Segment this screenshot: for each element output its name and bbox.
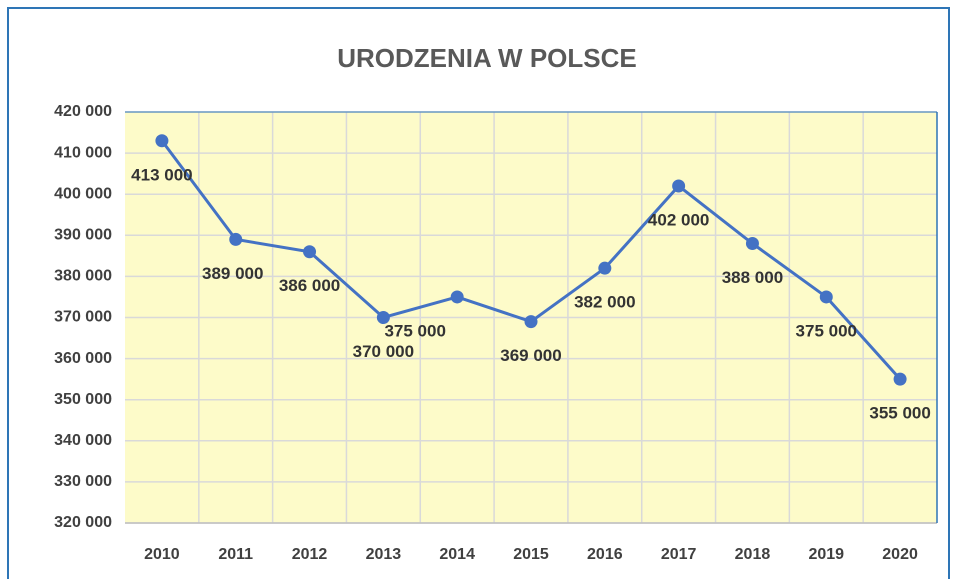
y-tick-label: 410 000 <box>54 144 112 161</box>
point <box>303 245 317 259</box>
x-tick-label: 2012 <box>292 546 328 563</box>
data-label: 370 000 <box>353 342 414 361</box>
y-tick-label: 340 000 <box>54 432 112 449</box>
x-tick-label: 2010 <box>144 546 180 563</box>
data-label: 389 000 <box>202 264 263 283</box>
x-tick-label: 2019 <box>808 546 844 563</box>
point <box>524 315 538 329</box>
data-label: 355 000 <box>869 404 930 423</box>
y-tick-label: 350 000 <box>54 391 112 408</box>
y-tick-label: 370 000 <box>54 309 112 326</box>
point <box>450 290 464 304</box>
x-tick-label: 2011 <box>218 546 253 563</box>
data-label: 386 000 <box>279 276 340 295</box>
x-tick-label: 2018 <box>735 546 771 563</box>
point <box>229 232 243 246</box>
x-tick-label: 2017 <box>661 546 697 563</box>
point <box>819 290 833 304</box>
y-tick-label: 380 000 <box>54 268 112 285</box>
x-tick-label: 2013 <box>366 546 402 563</box>
x-tick-label: 2016 <box>587 546 623 563</box>
point <box>672 179 686 193</box>
data-label: 375 000 <box>384 321 445 340</box>
data-label: 388 000 <box>722 268 783 287</box>
y-tick-label: 330 000 <box>54 473 112 490</box>
y-tick-label: 360 000 <box>54 350 112 367</box>
point <box>155 134 169 148</box>
point <box>893 372 907 386</box>
data-label: 402 000 <box>648 210 709 229</box>
y-tick-label: 420 000 <box>54 103 112 120</box>
data-label: 375 000 <box>796 321 857 340</box>
data-label: 413 000 <box>131 165 192 184</box>
point <box>745 237 759 251</box>
x-tick-label: 2015 <box>513 546 549 563</box>
x-tick-label: 2020 <box>882 546 918 563</box>
x-tick-label: 2014 <box>439 546 475 563</box>
data-label: 369 000 <box>500 346 561 365</box>
y-tick-label: 320 000 <box>54 514 112 531</box>
point <box>376 311 390 324</box>
y-tick-label: 390 000 <box>54 227 112 244</box>
point <box>598 261 612 275</box>
chart-title: URODZENIA W POLSCE <box>337 43 636 73</box>
y-tick-label: 400 000 <box>54 185 112 202</box>
data-label: 382 000 <box>574 293 635 312</box>
